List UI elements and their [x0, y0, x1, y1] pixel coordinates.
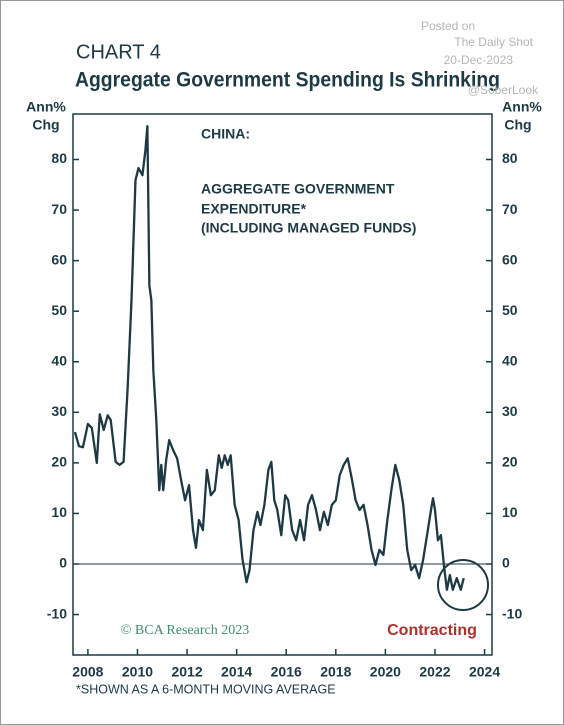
- annotation: EXPENDITURE*: [201, 201, 307, 217]
- y-tick-label: 10: [502, 504, 518, 520]
- highlight-circle: [437, 559, 489, 611]
- y-axis-label: Ann%: [26, 99, 66, 115]
- y-tick-label: 50: [502, 302, 518, 318]
- x-tick-label: 2020: [370, 664, 401, 680]
- annotation: AGGREGATE GOVERNMENT: [201, 181, 395, 197]
- zone-label: Contracting: [387, 622, 477, 639]
- source: © BCΑ Research 2023: [121, 623, 249, 638]
- annotation: (INCLUDING MANAGED FUNDS): [201, 220, 416, 236]
- x-tick-label: 2022: [419, 664, 450, 680]
- y-tick-label: 40: [502, 352, 518, 368]
- y-tick-label: 20: [502, 454, 518, 470]
- x-tick-label: 2018: [320, 664, 351, 680]
- y-tick-label: 0: [502, 555, 510, 571]
- footnote: *SHOWN AS A 6-MONTH MOVING AVERAGE: [76, 682, 336, 696]
- y-tick-label: 70: [502, 201, 518, 217]
- y-tick-label: -10: [47, 605, 67, 621]
- watermark: Posted on: [421, 19, 475, 33]
- y-tick-label: 60: [51, 251, 67, 267]
- y-tick-label: 70: [51, 201, 67, 217]
- x-tick-label: 2014: [221, 664, 252, 680]
- plot-frame: [72, 113, 493, 656]
- y-axis-label: Chg: [504, 117, 531, 133]
- x-tick-label: 2008: [72, 664, 103, 680]
- y-tick-label: 80: [51, 150, 67, 166]
- y-tick-label: 10: [51, 504, 67, 520]
- y-axis-label: Chg: [32, 117, 59, 133]
- y-tick-label: 20: [51, 454, 67, 470]
- y-axis-label: Ann%: [502, 99, 542, 115]
- x-tick-label: 2010: [122, 664, 153, 680]
- watermark: 20-Dec-2023: [444, 53, 514, 67]
- y-tick-label: 50: [51, 302, 67, 318]
- y-tick-label: 30: [51, 403, 67, 419]
- y-tick-label: 0: [59, 555, 67, 571]
- chart-title: Aggregate Government Spending Is Shrinki…: [75, 69, 500, 92]
- y-tick-label: 30: [502, 403, 518, 419]
- watermark: @SoberLook: [468, 83, 539, 97]
- annotation-heading: CHINA:: [201, 126, 250, 142]
- data-line: [73, 124, 465, 591]
- chart-kicker: CHART 4: [76, 41, 161, 63]
- x-tick-label: 2016: [271, 664, 302, 680]
- x-tick-label: 2024: [469, 664, 500, 680]
- y-tick-label: 60: [502, 251, 518, 267]
- y-tick-label: -10: [502, 605, 522, 621]
- y-tick-label: 40: [51, 352, 67, 368]
- watermark: The Daily Shot: [454, 35, 533, 49]
- y-tick-label: 80: [502, 150, 518, 166]
- x-tick-label: 2012: [171, 664, 202, 680]
